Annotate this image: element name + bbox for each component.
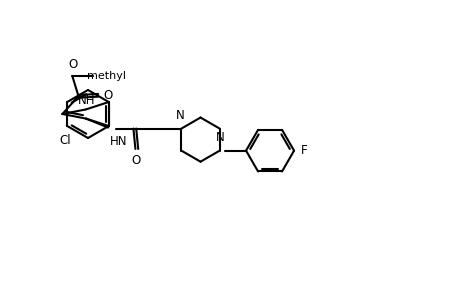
Text: F: F — [300, 144, 307, 157]
Text: N: N — [216, 131, 224, 144]
Text: NH: NH — [78, 94, 95, 107]
Text: O: O — [103, 89, 112, 102]
Text: HN: HN — [110, 135, 128, 148]
Text: O: O — [131, 154, 141, 167]
Text: N: N — [176, 109, 185, 122]
Text: Cl: Cl — [59, 134, 71, 146]
Text: O: O — [69, 58, 78, 71]
Text: methyl: methyl — [87, 71, 126, 82]
